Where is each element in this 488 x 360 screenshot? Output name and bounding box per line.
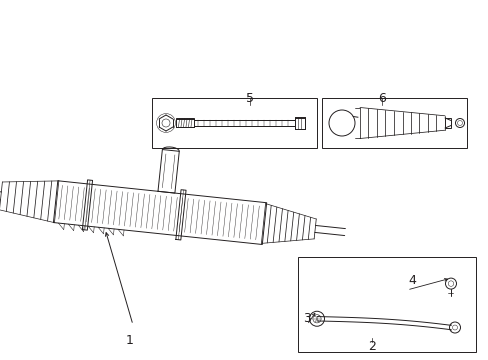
Text: 4: 4	[407, 274, 415, 287]
Text: 6: 6	[377, 91, 385, 104]
Text: 2: 2	[367, 341, 375, 354]
Text: 1: 1	[126, 333, 134, 346]
Polygon shape	[82, 180, 92, 230]
Bar	[152, 98, 316, 148]
Bar	[444, 118, 450, 128]
Bar	[176, 118, 194, 127]
Text: 3: 3	[303, 311, 310, 324]
Polygon shape	[176, 190, 185, 240]
Polygon shape	[53, 181, 266, 244]
Text: 5: 5	[245, 91, 253, 104]
Polygon shape	[158, 149, 179, 193]
Bar	[297, 257, 475, 352]
Bar	[321, 98, 466, 148]
Bar	[294, 117, 305, 129]
